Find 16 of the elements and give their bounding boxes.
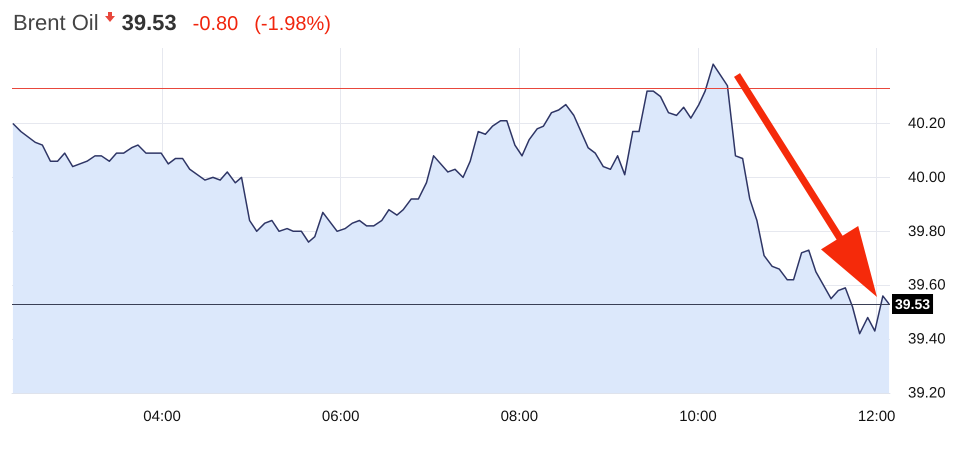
text: (-1.98%): [254, 13, 331, 36]
y-tick-label: 40.00: [908, 168, 946, 186]
y-tick-label: 39.40: [908, 330, 946, 348]
y-tick-label: 40.20: [908, 114, 946, 132]
ref-line-label: 39.53: [895, 296, 930, 312]
y-tick-label: 39.20: [908, 384, 946, 402]
x-tick-label: 08:00: [500, 408, 538, 425]
x-tick-label: 06:00: [322, 408, 360, 425]
text: -0.80: [192, 13, 238, 36]
x-tick-label: 10:00: [679, 408, 717, 425]
chart-title: Brent Oil: [13, 10, 99, 36]
x-tick-label: 04:00: [143, 408, 181, 425]
y-tick-label: 39.80: [908, 222, 946, 240]
chart-subtitle: 39.53: [122, 10, 177, 36]
y-tick-label: 39.60: [908, 276, 946, 294]
x-tick-label: 12:00: [858, 408, 896, 425]
